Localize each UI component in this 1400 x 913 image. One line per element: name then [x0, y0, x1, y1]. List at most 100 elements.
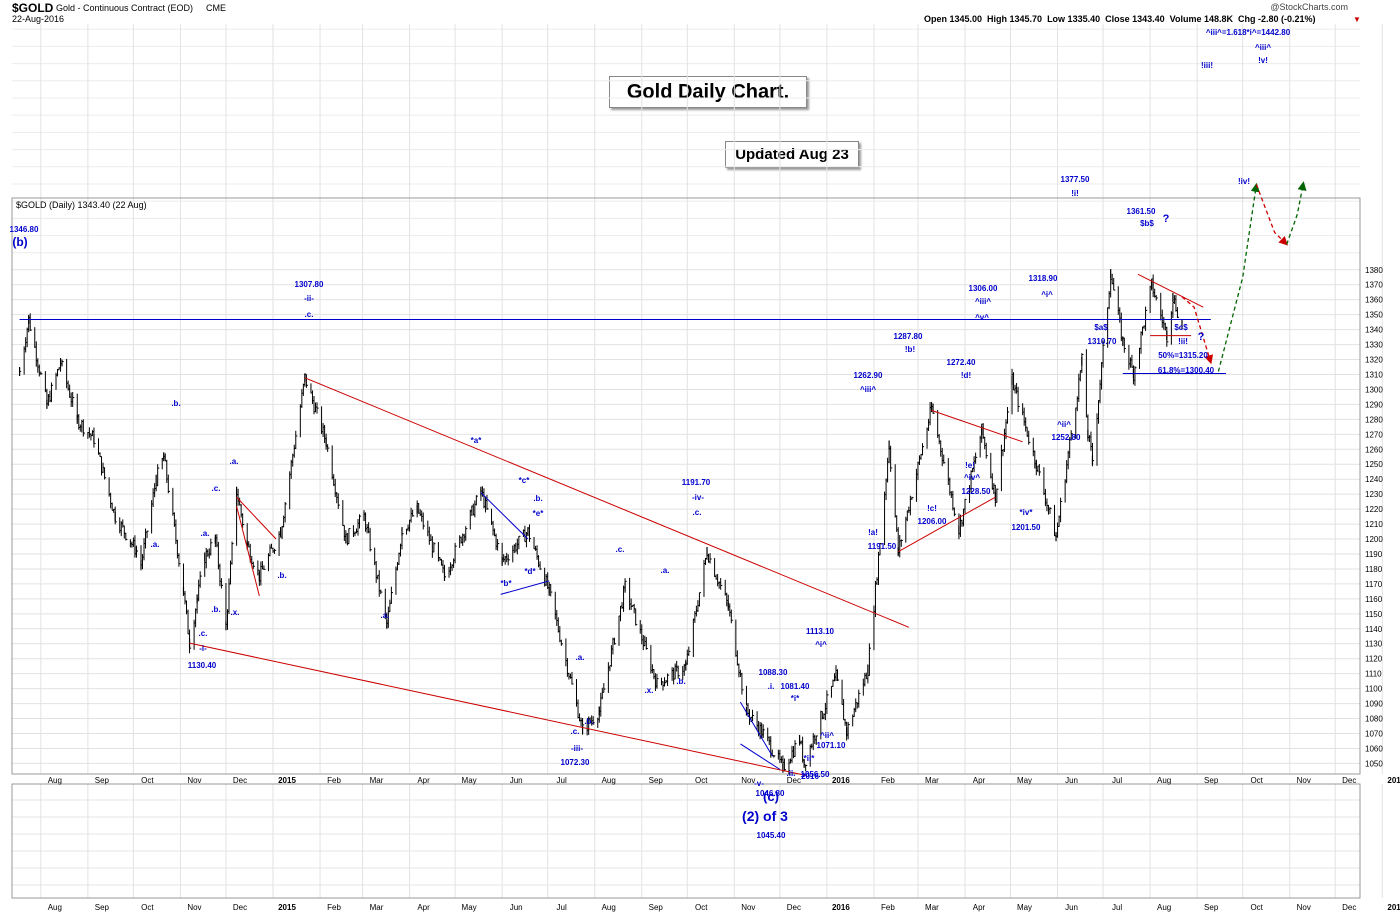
x-tick-label: Sep	[1204, 903, 1219, 912]
y-tick-label: 1230	[1365, 490, 1383, 499]
x-tick-label: Jul	[1112, 903, 1122, 912]
y-tick-label: 1180	[1365, 565, 1383, 574]
wave-label: 1287.80	[894, 332, 923, 341]
wave-label: 1088.30	[759, 668, 788, 677]
x-tick-label: Apr	[417, 903, 430, 912]
projection-arrows	[1181, 181, 1307, 372]
wave-label: $b$	[1140, 219, 1154, 228]
x-tick-label: Aug	[602, 776, 616, 785]
x-tick-label: Jul	[557, 903, 567, 912]
x-tick-label: Nov	[741, 776, 755, 785]
x-tick-label: Mar	[370, 903, 384, 912]
x-tick-label: Feb	[881, 903, 895, 912]
trendline	[740, 743, 781, 770]
wave-label: .c.	[616, 545, 625, 554]
wave-label: 1046.80	[756, 789, 785, 798]
wave-label: ^ii^	[1057, 420, 1071, 429]
wave-label: 1377.50	[1061, 175, 1090, 184]
watermark: @StockCharts.com	[1270, 2, 1348, 12]
y-tick-label: 1080	[1365, 715, 1383, 724]
wave-label: ^iv^	[964, 473, 980, 482]
wave-label: 1228.50	[962, 487, 991, 496]
wave-label: .a.	[201, 529, 210, 538]
y-tick-label: 1130	[1365, 640, 1383, 649]
x-tick-label: May	[462, 776, 477, 785]
x-tick-label: May	[1017, 776, 1032, 785]
chart-description: Gold - Continuous Contract (EOD)	[56, 3, 194, 13]
x-tick-label: Apr	[417, 776, 430, 785]
wave-label: 1262.90	[854, 371, 883, 380]
x-tick-label: Feb	[327, 903, 341, 912]
x-axis-labels: Aug Aug Sep Sep Oct Oct Nov Nov Dec Dec 2015 2015 Fe…	[48, 776, 1400, 912]
x-tick-label: Mar	[925, 776, 939, 785]
wave-label: ^iii^	[860, 385, 876, 394]
trendline	[480, 492, 529, 540]
wave-label: .c.	[693, 508, 702, 517]
wave-label: !a!	[868, 528, 878, 537]
trendline	[236, 496, 277, 540]
trendline	[1137, 273, 1204, 308]
trendline	[931, 409, 1023, 443]
y-tick-label: 1220	[1365, 505, 1383, 514]
x-tick-label: Dec	[787, 903, 801, 912]
wave-label: *ii*	[804, 754, 816, 763]
wave-label: *e*	[533, 509, 545, 518]
wave-label: 1206.00	[918, 517, 947, 526]
wave-label: .b.	[584, 717, 593, 726]
wave-label: $a$	[1094, 323, 1108, 332]
trendline	[304, 377, 910, 628]
y-tick-label: 1270	[1365, 430, 1383, 439]
y-tick-label: 1100	[1365, 685, 1383, 694]
x-tick-label: Apr	[973, 903, 986, 912]
wave-label: 1318.90	[1029, 274, 1058, 283]
wave-label: *d*	[524, 567, 536, 576]
x-tick-label: Nov	[187, 776, 201, 785]
x-tick-label: Jun	[510, 776, 523, 785]
y-tick-label: 1260	[1365, 445, 1383, 454]
wave-label: 1201.50	[1012, 523, 1041, 532]
x-tick-label: Apr	[973, 776, 986, 785]
x-tick-label: 2016	[832, 903, 850, 912]
y-tick-label: 1310	[1365, 370, 1383, 379]
wave-label: ^ii^	[820, 731, 834, 740]
wave-label: .a.	[151, 540, 160, 549]
x-tick-label: May	[1017, 903, 1032, 912]
wave-label: 1306.00	[969, 284, 998, 293]
y-tick-label: 1160	[1365, 595, 1383, 604]
x-tick-label: Sep	[95, 903, 110, 912]
wave-label: *i*	[791, 694, 800, 703]
wave-label: !iii!	[1201, 61, 1213, 70]
x-tick-label: Oct	[141, 776, 154, 785]
wave-label: .a.	[661, 566, 670, 575]
x-tick-label: Feb	[881, 776, 895, 785]
x-tick-label: Nov	[1297, 903, 1311, 912]
wave-label: -iii-	[571, 744, 583, 753]
wave-label: .x.	[645, 686, 654, 695]
x-tick-label: Jun	[1065, 903, 1078, 912]
wave-labels: 1346.80(b) .a. .b. .c. -i- 1130.40 .a. .b. .c. .a…	[10, 28, 1291, 840]
wave-label: 1346.80	[10, 225, 39, 234]
x-tick-label: Sep	[95, 776, 110, 785]
x-tick-label: Oct	[695, 903, 708, 912]
wave-label: ^iii^=1.618*i^=1442.80	[1206, 28, 1291, 37]
wave-label: ^iii^	[1255, 43, 1271, 52]
trendlines	[19, 273, 1226, 776]
wave-label: .c.	[212, 484, 221, 493]
wave-label: !ii!	[1178, 337, 1188, 346]
y-tick-label: 1290	[1365, 400, 1383, 409]
y-tick-label: 1170	[1365, 580, 1383, 589]
x-tick-label: Oct	[1250, 776, 1263, 785]
y-tick-label: 1370	[1365, 281, 1383, 290]
x-tick-label: Oct	[695, 776, 708, 785]
wave-label: ?	[1198, 331, 1205, 343]
wave-label: *b*	[500, 579, 512, 588]
y-tick-label: 1060	[1365, 744, 1383, 753]
wave-label: ^v^	[975, 313, 989, 322]
x-tick-label: Dec	[233, 903, 247, 912]
wave-label: .c.	[199, 629, 208, 638]
x-tick-label: Sep	[1204, 776, 1219, 785]
quote-line: Open 1345.00 High 1345.70 Low 1335.40 Cl…	[924, 14, 1316, 24]
y-tick-label: 1350	[1365, 311, 1383, 320]
x-tick-label: Mar	[370, 776, 384, 785]
y-tick-label: 1150	[1365, 610, 1383, 619]
